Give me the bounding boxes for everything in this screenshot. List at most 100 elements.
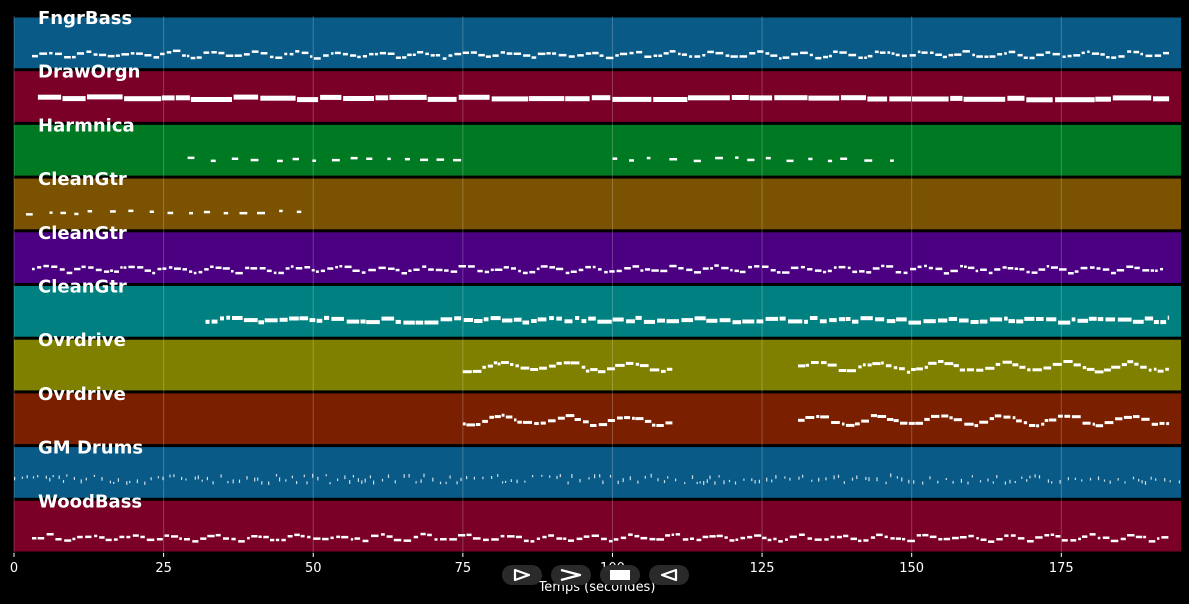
note <box>967 266 975 270</box>
note <box>88 266 94 269</box>
track-label: DrawOrgn <box>38 62 140 83</box>
note <box>454 52 462 56</box>
note <box>605 56 614 60</box>
track-lane <box>14 286 1181 337</box>
note <box>150 477 152 481</box>
note <box>32 267 35 271</box>
note <box>747 158 755 162</box>
note <box>440 317 453 322</box>
play-outline-button[interactable] <box>502 565 542 585</box>
note <box>1126 265 1134 268</box>
note <box>924 264 927 268</box>
note <box>758 479 760 484</box>
note <box>864 159 873 162</box>
note <box>239 211 248 215</box>
note <box>296 481 298 485</box>
note <box>789 535 797 539</box>
note <box>814 269 822 272</box>
note <box>975 269 979 273</box>
note <box>516 479 518 484</box>
note <box>1117 317 1132 322</box>
note <box>622 478 624 483</box>
note <box>943 537 951 541</box>
note <box>549 475 551 478</box>
note <box>570 361 580 365</box>
note <box>66 474 68 477</box>
note <box>629 159 634 162</box>
note <box>337 478 339 481</box>
note <box>1117 478 1119 481</box>
note <box>1157 369 1164 373</box>
note <box>976 537 979 540</box>
forward-button[interactable] <box>551 565 591 585</box>
note <box>635 417 644 421</box>
note <box>251 535 258 538</box>
note <box>423 473 425 478</box>
note <box>846 369 856 373</box>
note <box>81 265 86 269</box>
note <box>331 316 344 321</box>
note <box>1032 368 1042 372</box>
note <box>798 476 800 480</box>
note <box>815 56 822 60</box>
note <box>501 361 509 364</box>
note <box>528 96 565 102</box>
note <box>174 267 181 270</box>
note <box>900 421 908 425</box>
note <box>632 265 640 268</box>
note <box>556 316 562 321</box>
note <box>109 480 111 484</box>
stop-button[interactable] <box>600 565 640 585</box>
note <box>694 55 701 58</box>
note <box>1148 368 1152 372</box>
note <box>909 54 916 57</box>
track-label: Harmnica <box>38 115 135 136</box>
note <box>1055 535 1061 538</box>
note <box>1140 52 1143 56</box>
note <box>651 269 659 272</box>
note <box>1116 269 1125 272</box>
note <box>612 317 624 322</box>
note <box>250 158 259 162</box>
note <box>1138 478 1140 482</box>
note <box>1097 536 1101 540</box>
note <box>440 538 447 541</box>
note <box>571 474 573 478</box>
note <box>950 269 958 273</box>
reverse-button[interactable] <box>649 565 689 585</box>
note <box>330 536 334 540</box>
note <box>921 51 928 54</box>
note <box>624 267 631 270</box>
note <box>132 534 139 537</box>
note <box>858 539 862 543</box>
note <box>935 267 943 271</box>
note <box>1049 418 1057 422</box>
x-tick-label: 50 <box>305 561 322 576</box>
note <box>485 55 491 58</box>
note <box>261 481 263 485</box>
note <box>62 96 86 102</box>
note <box>734 481 737 485</box>
note <box>472 369 482 373</box>
note <box>422 265 427 268</box>
note <box>204 268 209 271</box>
note <box>591 534 599 537</box>
note <box>684 482 686 485</box>
note <box>804 319 808 324</box>
note <box>113 538 118 541</box>
note <box>86 50 92 53</box>
note <box>119 535 125 539</box>
note <box>592 51 599 55</box>
note <box>585 52 592 55</box>
note <box>243 53 250 56</box>
note <box>1089 477 1092 481</box>
note <box>960 264 963 268</box>
note <box>967 481 969 485</box>
note <box>1121 363 1127 367</box>
note <box>491 538 499 541</box>
track-label: GM Drums <box>38 438 143 459</box>
note <box>316 318 323 323</box>
note <box>729 539 735 542</box>
note <box>778 540 783 543</box>
note <box>32 476 35 479</box>
